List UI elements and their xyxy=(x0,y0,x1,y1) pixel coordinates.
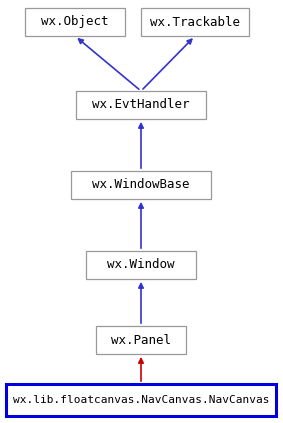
FancyBboxPatch shape xyxy=(96,326,186,354)
Text: wx.Object: wx.Object xyxy=(41,16,109,28)
Text: wx.WindowBase: wx.WindowBase xyxy=(92,179,190,192)
Text: wx.Window: wx.Window xyxy=(107,258,175,272)
FancyBboxPatch shape xyxy=(6,384,276,416)
FancyBboxPatch shape xyxy=(86,251,196,279)
FancyBboxPatch shape xyxy=(71,171,211,199)
Text: wx.Trackable: wx.Trackable xyxy=(150,16,240,28)
Text: wx.lib.floatcanvas.NavCanvas.NavCanvas: wx.lib.floatcanvas.NavCanvas.NavCanvas xyxy=(13,395,269,405)
FancyBboxPatch shape xyxy=(141,8,249,36)
Text: wx.Panel: wx.Panel xyxy=(111,333,171,346)
FancyBboxPatch shape xyxy=(25,8,125,36)
FancyBboxPatch shape xyxy=(76,91,206,119)
Text: wx.EvtHandler: wx.EvtHandler xyxy=(92,99,190,112)
